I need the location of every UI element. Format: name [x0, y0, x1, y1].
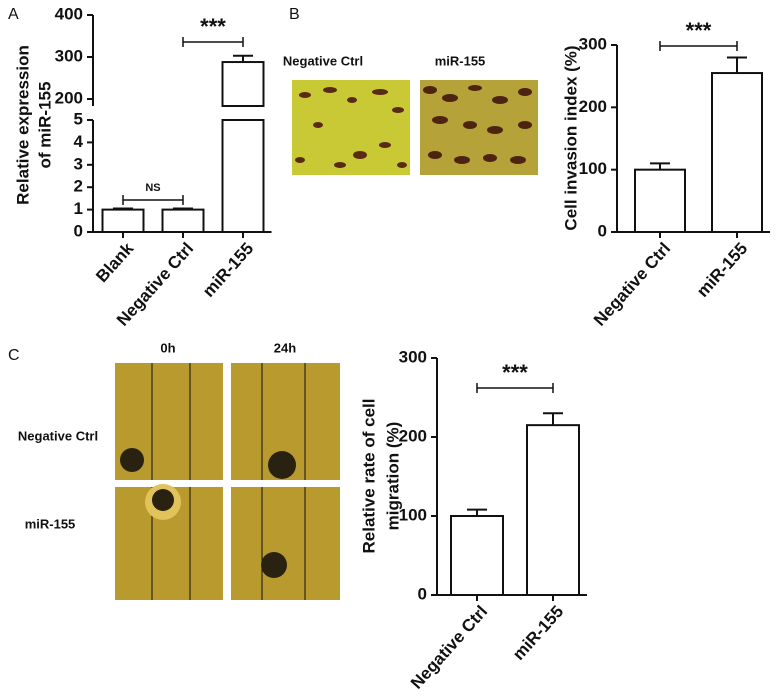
bar: [221, 119, 265, 233]
bar: [161, 208, 205, 234]
panel-label: B: [289, 6, 300, 23]
significance-bracket: [182, 37, 244, 47]
error-bar: [650, 162, 670, 170]
y-axis-label: of miR-155: [35, 82, 54, 169]
y-tick-label: 0: [74, 221, 83, 240]
cells: [295, 87, 407, 168]
y-tick-label: 4: [74, 132, 84, 151]
significance-label: ***: [200, 14, 226, 39]
image-row-label: miR-155: [25, 516, 76, 531]
error-bar: [467, 508, 487, 516]
significance-label: ***: [502, 360, 528, 385]
image-row-label: Negative Ctrl: [18, 428, 98, 443]
error-bar: [727, 56, 747, 74]
x-tick-label: miR-155: [693, 239, 751, 301]
x-tick-label: Negative Ctrl: [407, 602, 491, 693]
image-column-label: 24h: [274, 340, 296, 355]
y-tick-label: 0: [598, 221, 607, 240]
significance-bracket: [122, 195, 184, 205]
y-axis-label: Relative rate of cell: [359, 399, 378, 554]
bar: [634, 168, 686, 234]
bar: [221, 61, 265, 107]
image-label: miR-155: [435, 53, 486, 68]
y-tick-label: 300: [55, 46, 83, 65]
y-tick-label: 3: [74, 154, 83, 173]
y-tick-label: 300: [399, 347, 427, 366]
error-bar: [173, 207, 193, 210]
error-bar: [113, 207, 133, 210]
y-tick-label: 2: [74, 177, 83, 196]
significance-label: ***: [686, 18, 712, 43]
bar: [450, 515, 504, 596]
image: [231, 487, 340, 600]
y-tick-label: 100: [579, 159, 607, 178]
panel-label: A: [8, 6, 19, 23]
image-column-label: 0h: [160, 340, 175, 355]
y-tick-label: 0: [418, 584, 427, 603]
y-tick-label: 5: [74, 109, 83, 128]
y-tick-label: 1: [74, 199, 83, 218]
significance-bracket: [659, 41, 738, 51]
migration-images: [115, 363, 340, 600]
y-axis-label: Relative expression: [13, 45, 32, 205]
bar: [101, 208, 145, 234]
y-tick-label: 200: [399, 426, 427, 445]
y-tick-label: 200: [55, 88, 83, 107]
panel-label: C: [8, 347, 20, 364]
bar: [711, 72, 763, 233]
y-tick-label: 400: [55, 4, 83, 23]
y-axis-label: Cell invasion index (%): [561, 45, 580, 230]
y-axis-label: migration (%): [383, 422, 402, 531]
bar: [526, 424, 580, 596]
significance-label: NS: [145, 182, 160, 194]
error-bar: [543, 412, 563, 426]
image-label: Negative Ctrl: [283, 53, 363, 68]
significance-bracket: [476, 383, 554, 393]
x-tick-label: miR-155: [199, 239, 257, 301]
x-tick-label: Blank: [92, 239, 137, 287]
x-tick-label: Negative Ctrl: [590, 239, 674, 330]
y-tick-label: 200: [579, 97, 607, 116]
invasion-images: [292, 80, 538, 175]
error-bar: [233, 54, 253, 63]
y-tick-label: 300: [579, 34, 607, 53]
cells: [423, 85, 532, 164]
image-negative-ctrl: [292, 80, 410, 175]
y-tick-label: 100: [399, 505, 427, 524]
x-tick-label: miR-155: [509, 602, 567, 664]
